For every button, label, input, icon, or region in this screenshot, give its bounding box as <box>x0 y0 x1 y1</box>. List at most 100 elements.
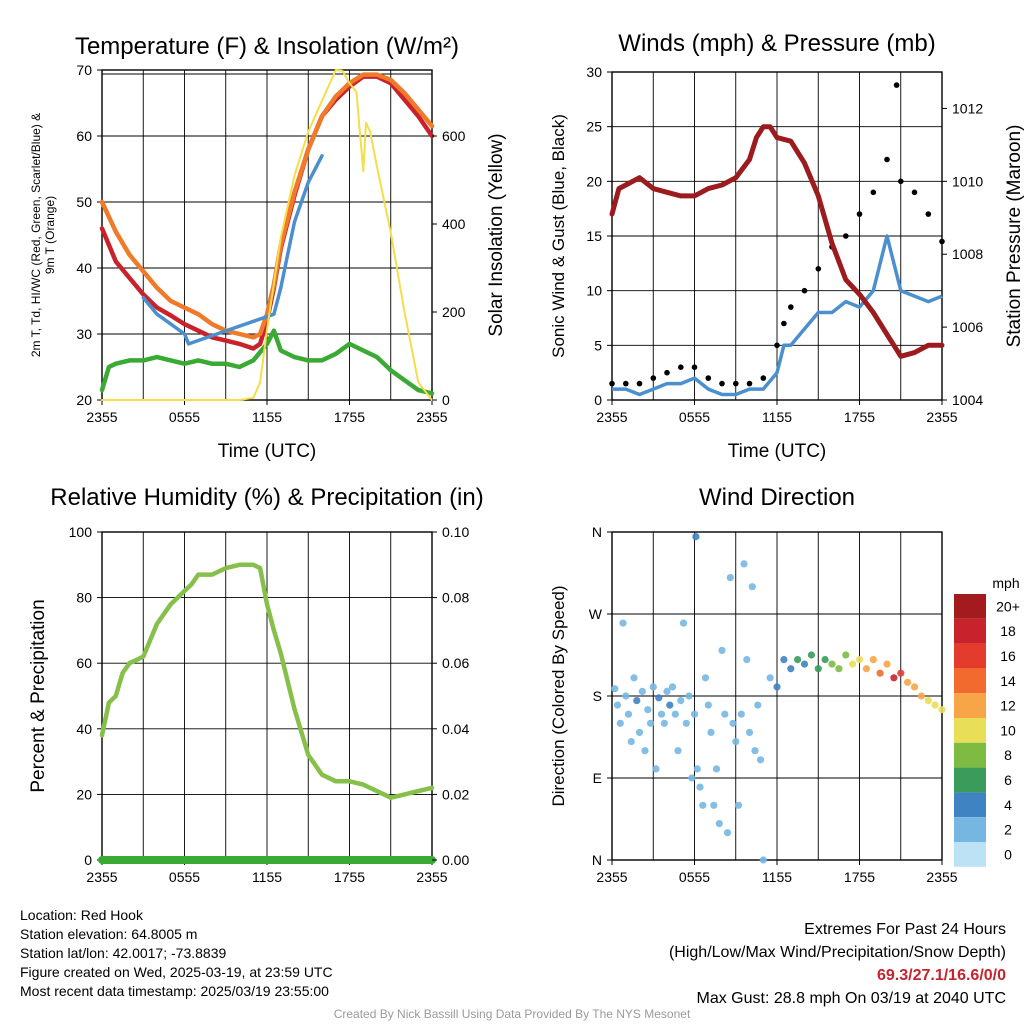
y2-tick-label: 200 <box>442 304 466 320</box>
gust-point <box>893 82 900 88</box>
legend-swatch <box>954 718 986 743</box>
direction-point <box>751 747 759 755</box>
x-tick-label: 1155 <box>762 869 792 885</box>
legend-swatch <box>954 742 986 768</box>
direction-point <box>734 801 743 809</box>
y-axis-label-line: 9m T (Orange) <box>43 196 57 274</box>
x-tick-label: 2355 <box>416 869 447 885</box>
y-tick-label: 15 <box>586 228 602 244</box>
direction-point <box>718 646 726 655</box>
direction-point <box>723 829 732 837</box>
x-tick-label: 1155 <box>762 409 792 425</box>
gust-point <box>815 266 822 272</box>
direction-point <box>655 694 663 702</box>
y2-tick-label: 400 <box>442 216 466 232</box>
direction-point <box>663 687 671 696</box>
y-tick-label: N <box>592 524 602 540</box>
y-tick-label: 50 <box>76 194 92 210</box>
x-tick-label: 0555 <box>169 409 200 425</box>
gust-point <box>746 380 753 387</box>
direction-point <box>740 560 748 568</box>
series-line-3 <box>141 154 324 346</box>
y2-tick-label: 0.00 <box>442 852 469 868</box>
direction-point <box>613 701 622 709</box>
wind-speed-colorbar: mph 20+ 18 16 14 12 10 8 6 4 2 0 <box>954 575 1020 867</box>
direction-point <box>671 710 679 718</box>
direction-point <box>748 583 756 591</box>
direction-point <box>924 697 932 705</box>
gust-point <box>898 178 904 185</box>
gust-point <box>801 287 808 294</box>
direction-point <box>876 669 884 677</box>
direction-point <box>737 710 745 718</box>
temperature-panel: Temperature (F) & Insolation (W/m²)2355 0… <box>29 33 507 462</box>
y2-tick-label: 1012 <box>952 100 983 116</box>
x-tick-label: 1155 <box>252 409 282 425</box>
gust-point <box>884 156 890 163</box>
y2-tick-label: 0.06 <box>442 655 469 671</box>
gust-point <box>781 320 787 327</box>
direction-point <box>701 674 710 682</box>
direction-point <box>666 701 674 709</box>
legend-label: 14 <box>1000 673 1016 689</box>
y-tick-label: 5 <box>594 337 602 353</box>
y2-tick-label: 0.02 <box>442 786 469 802</box>
direction-point <box>690 710 699 718</box>
legend-label: 6 <box>1004 772 1012 788</box>
y-axis-label: Direction (Colored By Speed) <box>549 585 568 806</box>
y-tick-label: 60 <box>76 655 92 671</box>
x-tick-label: 1755 <box>334 409 365 425</box>
direction-point <box>890 674 898 682</box>
x-axis-label: Time (UTC) <box>218 441 317 462</box>
legend-label: 2 <box>1004 822 1012 838</box>
legend-swatch <box>954 693 986 718</box>
direction-point <box>688 774 696 782</box>
direction-point <box>674 747 682 755</box>
y-axis-label: Percent & Precipitation <box>28 599 49 792</box>
legend-label: 0 <box>1004 846 1012 862</box>
gust-point <box>719 380 725 387</box>
y2-tick-label: 0 <box>442 392 450 408</box>
legend-swatch <box>954 618 986 644</box>
extremes-title: Extremes For Past 24 Hours <box>804 921 1006 938</box>
y2-tick-label: 0.10 <box>442 524 469 540</box>
gust-point <box>623 380 629 387</box>
direction-point <box>726 574 734 582</box>
direction-point <box>904 678 912 686</box>
x-tick-label: 1755 <box>334 869 365 885</box>
y-tick-label: 70 <box>76 62 92 78</box>
gust-point <box>774 342 780 349</box>
direction-point <box>657 710 666 718</box>
direction-point <box>745 728 754 737</box>
direction-point <box>682 719 690 727</box>
direction-point <box>696 783 704 791</box>
y2-tick-label: 0.04 <box>442 721 469 737</box>
series-line-0 <box>99 562 435 800</box>
x-tick-label: 2355 <box>596 869 627 885</box>
direction-point <box>644 706 652 714</box>
y-tick-label: W <box>589 606 603 622</box>
direction-point <box>729 719 737 727</box>
gust-point <box>870 189 877 196</box>
y-tick-label: 30 <box>76 326 92 342</box>
series-line-1 <box>99 72 435 340</box>
legend-swatch <box>954 643 986 669</box>
direction-point <box>649 683 657 691</box>
y-tick-label: S <box>593 688 602 704</box>
x-tick-label: 0555 <box>679 409 710 425</box>
y-tick-label: 25 <box>586 119 602 135</box>
direction-point <box>699 801 707 809</box>
y2-axis-label: Solar Insolation (Yellow) <box>486 133 507 336</box>
gust-point <box>609 380 615 387</box>
pressure-line <box>609 124 945 359</box>
y-axis-label: Sonic Wind & Gust (Blue, Black) <box>549 114 568 358</box>
extremes-box: Extremes For Past 24 Hours (High/Low/Max… <box>669 918 1006 1010</box>
y-tick-label: 0 <box>594 392 602 408</box>
direction-point <box>855 656 864 664</box>
y2-tick-label: 0.08 <box>442 590 469 606</box>
y-tick-label: E <box>593 770 602 786</box>
humidity-precip-panel: Relative Humidity (%) & Precipitation (i… <box>28 484 484 885</box>
chart-title: Wind Direction <box>699 484 855 511</box>
station-elevation: Station elevation: 64.8005 m <box>20 926 198 942</box>
